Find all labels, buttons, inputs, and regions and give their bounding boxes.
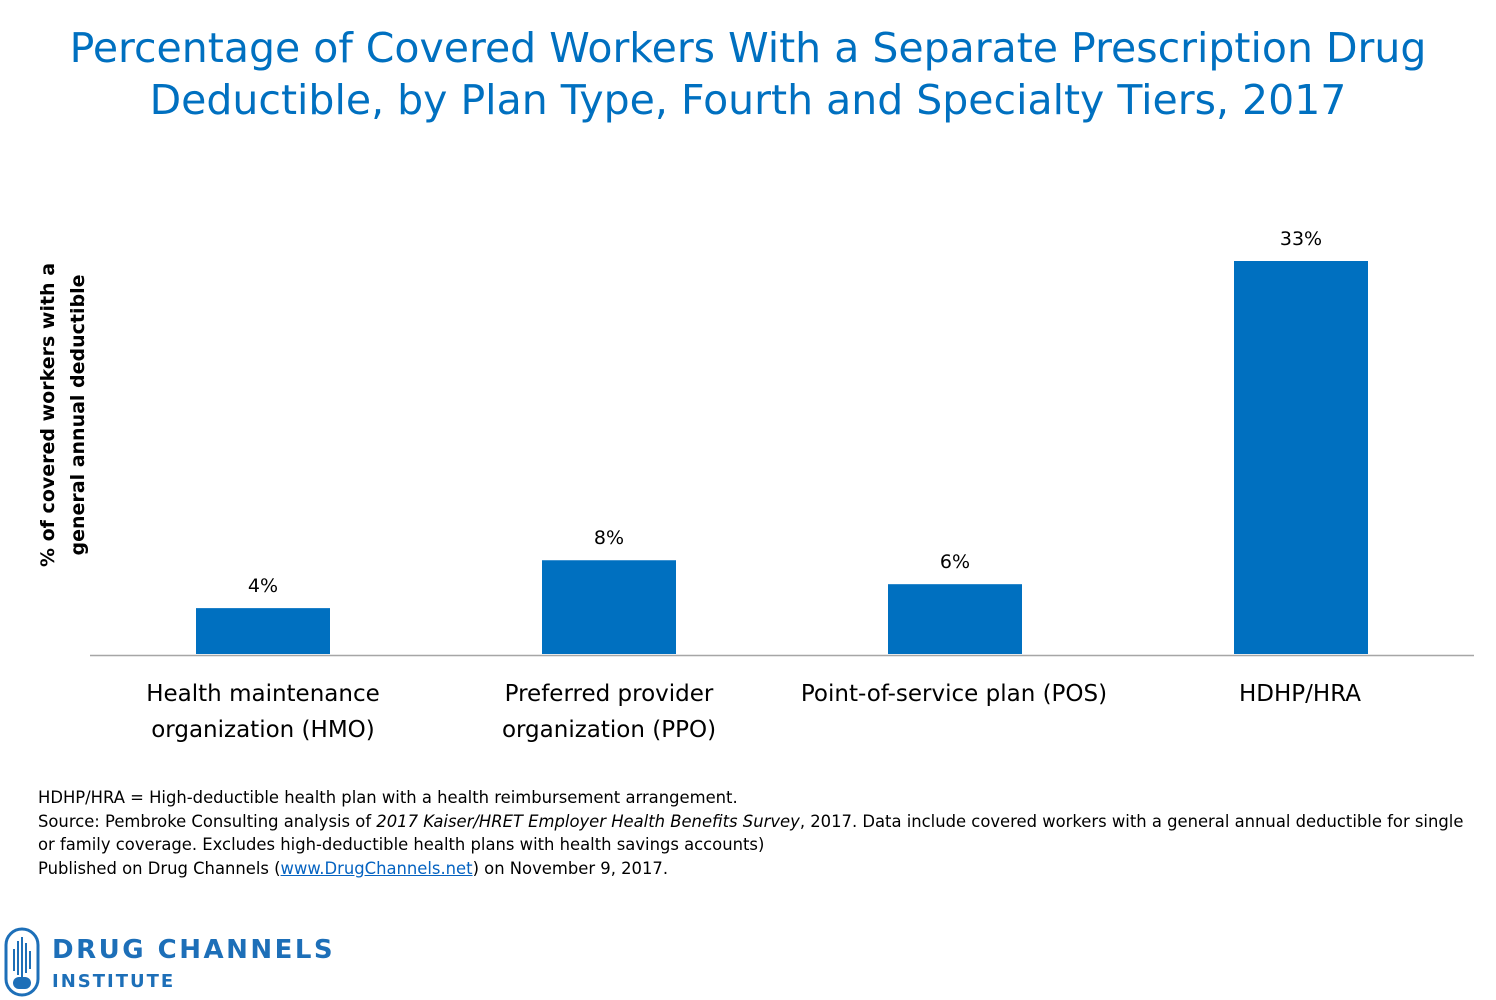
category-label-ppo: Preferred provider organization (PPO) bbox=[439, 676, 779, 748]
published-prefix: Published on Drug Channels ( bbox=[38, 858, 281, 878]
footnote-source: Source: Pembroke Consulting analysis of … bbox=[38, 810, 1468, 857]
data-label-2: 6% bbox=[940, 551, 970, 573]
category-label-line: HDHP/HRA bbox=[1239, 681, 1361, 707]
bar-0 bbox=[194, 606, 332, 657]
source-title: 2017 Kaiser/HRET Employer Health Benefit… bbox=[376, 811, 800, 831]
published-suffix: ) on November 9, 2017. bbox=[472, 858, 669, 878]
logo-text-institute: INSTITUTE bbox=[52, 971, 176, 992]
footnotes: HDHP/HRA = High-deductible health plan w… bbox=[38, 786, 1468, 880]
category-label-line: Point-of-service plan (POS) bbox=[800, 681, 1108, 707]
bar-2 bbox=[886, 582, 1024, 657]
chart-title-line-1: Percentage of Covered Workers With a Sep… bbox=[69, 24, 1427, 72]
source-prefix: Source: Pembroke Consulting analysis of bbox=[38, 811, 377, 831]
category-label-line: Preferred provider bbox=[504, 681, 714, 707]
category-label-hmo: Health maintenance organization (HMO) bbox=[93, 676, 433, 748]
bar-chart: 4% 8% 6% 33% bbox=[90, 228, 1474, 657]
category-label-line: Health maintenance bbox=[146, 681, 380, 707]
category-label-line: organization (HMO) bbox=[151, 717, 375, 743]
footnote-published: Published on Drug Channels (www.DrugChan… bbox=[38, 857, 1468, 881]
bar-1 bbox=[540, 558, 678, 657]
data-label-1: 8% bbox=[594, 527, 624, 549]
pill-logo-icon bbox=[4, 927, 40, 997]
drug-channels-institute-logo: DRUG CHANNELS INSTITUTE bbox=[0, 925, 340, 1000]
category-label-line: organization (PPO) bbox=[501, 717, 717, 743]
bar-3 bbox=[1232, 259, 1370, 656]
data-label-0: 4% bbox=[248, 575, 278, 597]
chart-title-line-2: Deductible, by Plan Type, Fourth and Spe… bbox=[149, 76, 1347, 124]
category-label-pos: Point-of-service plan (POS) bbox=[784, 676, 1124, 712]
chart-title: Percentage of Covered Workers With a Sep… bbox=[40, 22, 1456, 126]
footnote-definition: HDHP/HRA = High-deductible health plan w… bbox=[38, 788, 738, 807]
logo-text-drug-channels: DRUG CHANNELS bbox=[52, 935, 336, 965]
source-suffix: , 2017. Data include covered workers wit… bbox=[38, 811, 1464, 855]
drugchannels-link[interactable]: www.DrugChannels.net bbox=[280, 858, 473, 878]
category-label-hdhp: HDHP/HRA bbox=[1130, 676, 1470, 712]
data-label-3: 33% bbox=[1280, 228, 1322, 250]
